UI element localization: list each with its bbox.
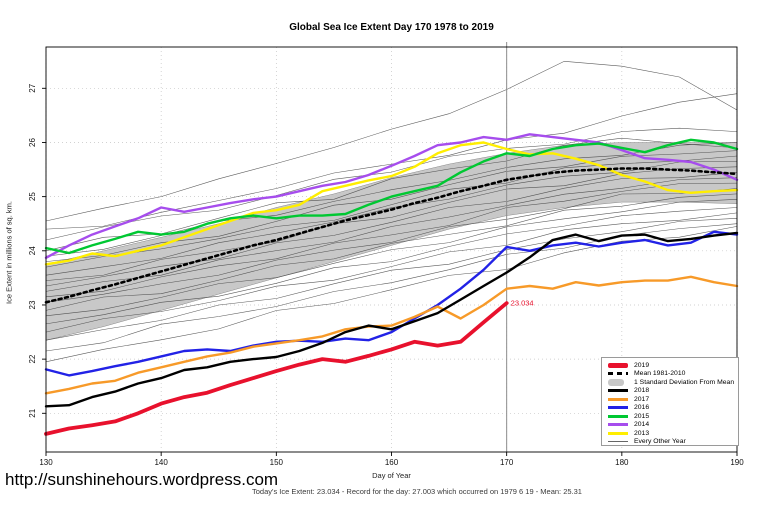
x-tick-label: 180 bbox=[615, 458, 629, 467]
legend-item: 2013 bbox=[608, 429, 738, 438]
other-year-line bbox=[45, 182, 738, 298]
y-axis-title: Ice Extent in millions of sq. km. bbox=[4, 201, 14, 304]
other-year-line bbox=[45, 93, 738, 230]
y-tick-label: 26 bbox=[28, 138, 37, 147]
series-line-2014 bbox=[44, 133, 739, 259]
legend: 2019 Mean 1981-2010 1 Standard Deviation F… bbox=[601, 357, 739, 446]
legend-item: 2014 bbox=[608, 421, 738, 430]
series-line-2015 bbox=[44, 138, 739, 255]
y-tick-label: 21 bbox=[28, 408, 37, 417]
footer-caption: Today's Ice Extent: 23.034 - Record for … bbox=[252, 487, 582, 496]
other-year-line bbox=[45, 155, 738, 268]
other-year-line bbox=[45, 61, 738, 222]
y-tick-label: 27 bbox=[28, 83, 37, 92]
y-tick-label: 25 bbox=[28, 192, 37, 201]
legend-item: 2016 bbox=[608, 404, 738, 413]
other-year-line bbox=[45, 199, 738, 317]
other-year-line bbox=[45, 207, 738, 325]
y-tick-label: 22 bbox=[28, 354, 37, 363]
legend-item: Mean 1981-2010 bbox=[608, 370, 738, 379]
x-tick-label: 150 bbox=[270, 458, 284, 467]
series-line-2016 bbox=[44, 230, 739, 377]
footer-url: http://sunshinehours.wordpress.com bbox=[5, 470, 279, 489]
other-year-line bbox=[45, 226, 738, 363]
legend-swatch-icon bbox=[608, 441, 628, 443]
chart-title: Global Sea Ice Extent Day 170 1978 to 20… bbox=[289, 22, 494, 33]
legend-swatch-icon bbox=[608, 389, 628, 393]
other-year-line bbox=[45, 161, 738, 276]
legend-swatch-icon bbox=[608, 362, 628, 368]
legend-item-label: 2014 bbox=[634, 421, 650, 429]
x-tick-label: 190 bbox=[730, 458, 744, 467]
y-tick-label: 24 bbox=[28, 246, 37, 255]
legend-item: 2019 bbox=[608, 361, 738, 370]
x-tick-label: 140 bbox=[154, 458, 168, 467]
series-line-2017 bbox=[44, 275, 739, 395]
mean-line bbox=[44, 167, 739, 304]
other-year-line bbox=[45, 150, 738, 262]
legend-swatch-icon bbox=[608, 431, 628, 435]
x-tick-label: 130 bbox=[39, 458, 53, 467]
legend-swatch-icon bbox=[608, 372, 628, 376]
other-year-line bbox=[45, 172, 738, 287]
legend-item: 2018 bbox=[608, 387, 738, 396]
legend-swatch-icon bbox=[608, 378, 624, 386]
other-year-line bbox=[45, 193, 738, 311]
legend-item-label: 2018 bbox=[634, 387, 650, 395]
legend-item: 2017 bbox=[608, 395, 738, 404]
y-tick-label: 23 bbox=[28, 300, 37, 309]
series-line-2018 bbox=[44, 231, 739, 408]
legend-swatch-icon bbox=[608, 414, 628, 418]
other-year-line bbox=[45, 188, 738, 303]
x-tick-label: 160 bbox=[385, 458, 399, 467]
other-year-line bbox=[45, 127, 738, 241]
legend-item-label: 2019 bbox=[634, 361, 650, 369]
legend-item: 1 Standard Deviation From Mean bbox=[608, 378, 738, 387]
legend-item-label: 1 Standard Deviation From Mean bbox=[634, 378, 735, 386]
legend-item: Every Other Year bbox=[608, 438, 738, 447]
current-value-annotation: 23.034 bbox=[511, 299, 534, 308]
other-year-line bbox=[45, 212, 738, 333]
legend-item-label: 2015 bbox=[634, 412, 650, 420]
legend-item: 2015 bbox=[608, 412, 738, 421]
x-tick-label: 170 bbox=[500, 458, 514, 467]
series-line-2013 bbox=[44, 141, 739, 266]
x-axis-title: Day of Year bbox=[372, 471, 411, 480]
legend-swatch-icon bbox=[608, 423, 628, 427]
legend-swatch-icon bbox=[608, 397, 628, 401]
other-year-line bbox=[45, 218, 738, 341]
legend-item-label: 2013 bbox=[634, 429, 650, 437]
legend-item-label: Every Other Year bbox=[634, 438, 686, 446]
legend-item-label: 2016 bbox=[634, 404, 650, 412]
legend-item-label: Mean 1981-2010 bbox=[634, 370, 686, 378]
other-year-line bbox=[45, 177, 738, 292]
series-line-2019 bbox=[44, 301, 509, 436]
legend-item-label: 2017 bbox=[634, 395, 650, 403]
legend-swatch-icon bbox=[608, 406, 628, 410]
